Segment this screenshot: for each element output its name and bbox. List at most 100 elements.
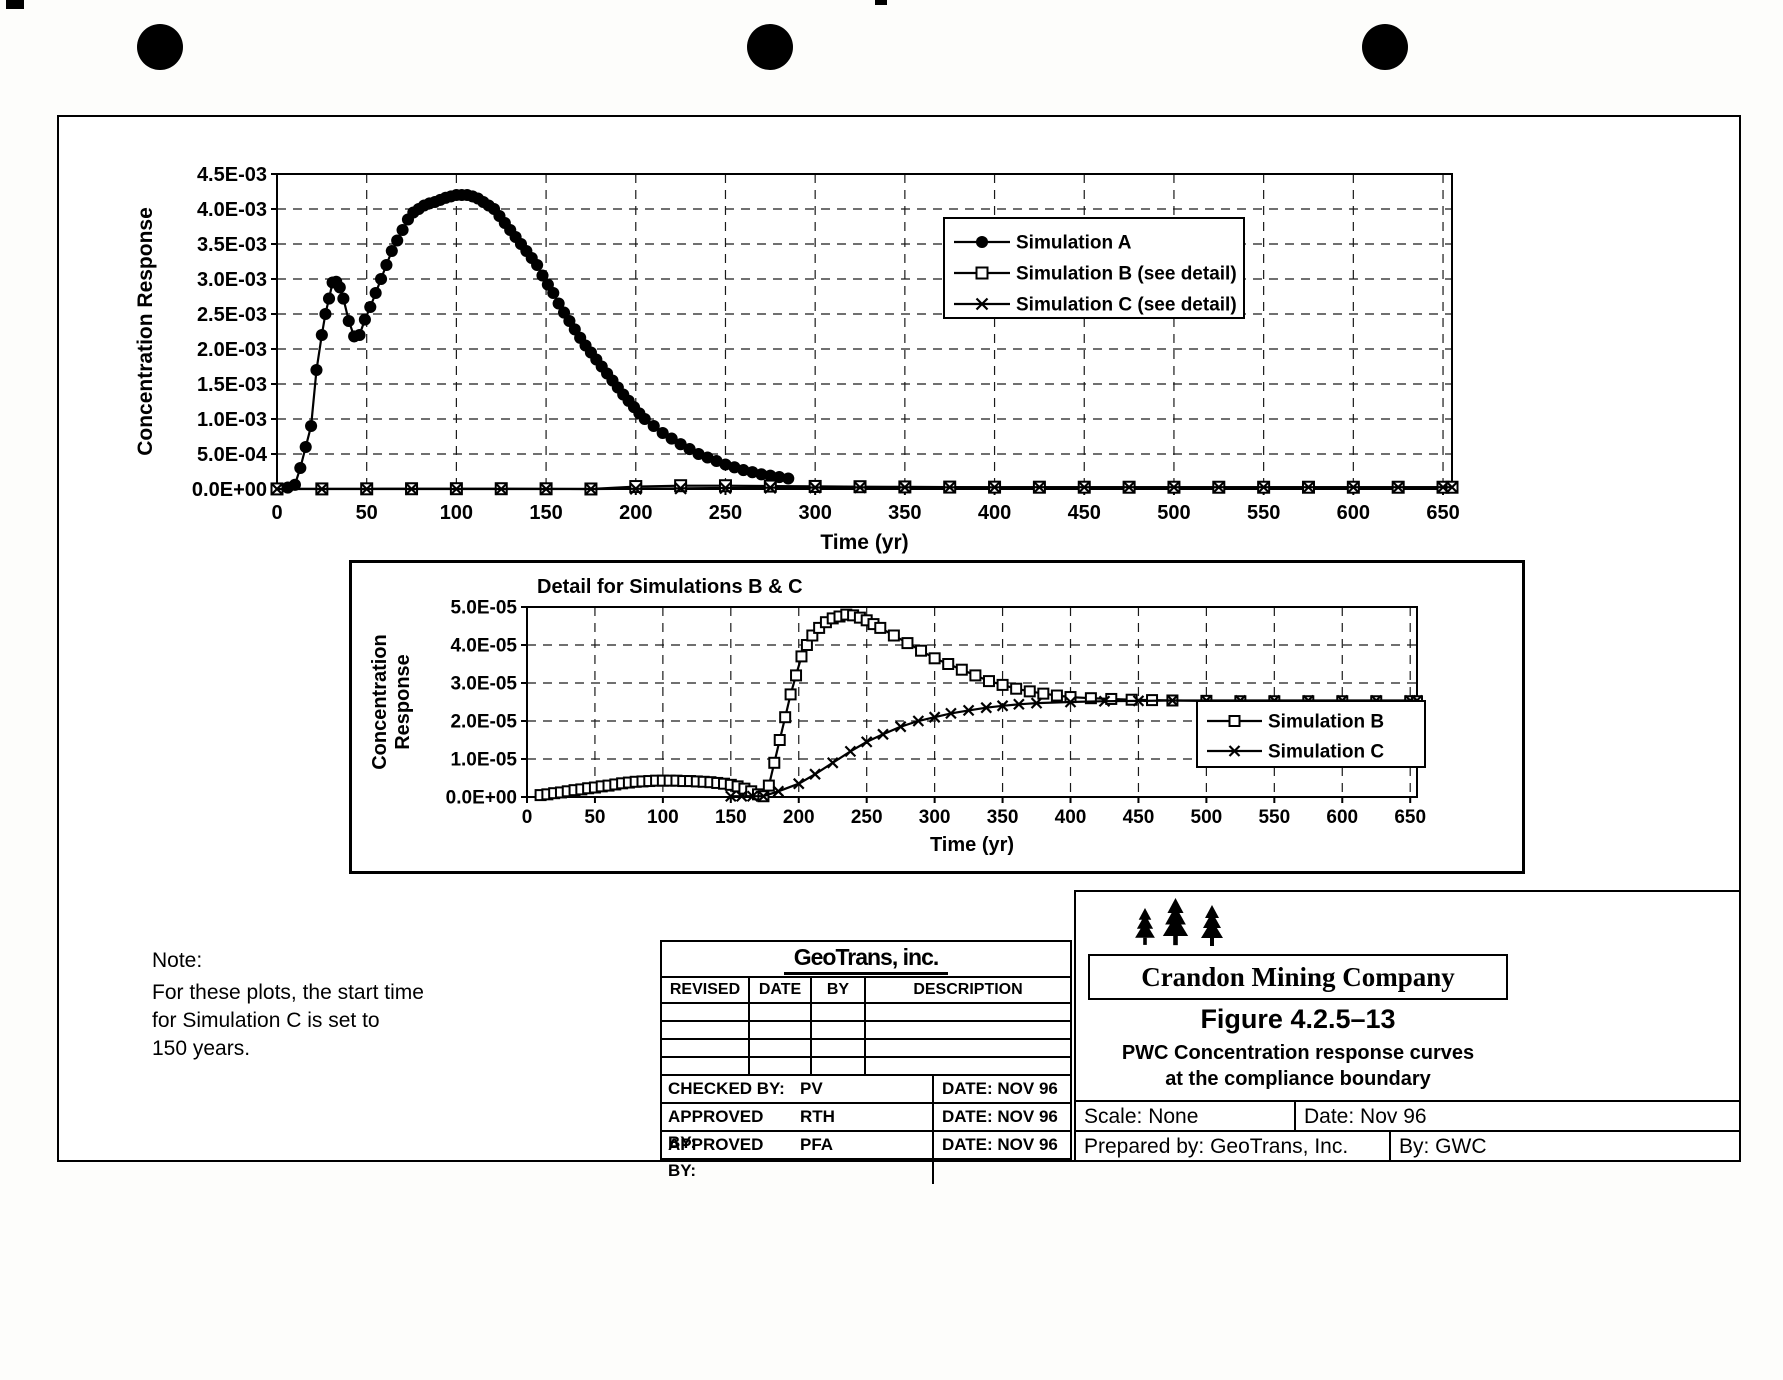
square-marker — [996, 678, 1009, 691]
x-marker — [1132, 695, 1145, 707]
x-marker — [764, 481, 777, 494]
x-marker — [539, 482, 553, 496]
x-tick-label: 650 — [1394, 807, 1426, 828]
x-marker — [877, 728, 889, 741]
hole-punch — [1362, 24, 1408, 70]
signoff-value: PFA — [794, 1132, 934, 1184]
x-tick-label: 450 — [1123, 807, 1155, 828]
x-marker — [809, 768, 821, 780]
circle-marker — [369, 286, 382, 300]
y-axis-label: Concentration Response — [134, 207, 157, 456]
square-marker — [1050, 689, 1063, 702]
pine-trees-icon — [1135, 898, 1223, 946]
square-marker — [1228, 715, 1241, 727]
x-marker — [1013, 698, 1025, 711]
rev-col-date: DATE — [750, 978, 812, 1002]
circle-marker — [975, 235, 989, 249]
circle-marker — [665, 432, 678, 445]
signoff-value: PV — [794, 1076, 934, 1102]
circle-marker — [396, 223, 409, 237]
note-line: for Simulation C is set to — [152, 1009, 380, 1032]
circle-marker — [536, 269, 549, 282]
square-marker — [901, 637, 914, 650]
signoff-date: DATE: NOV 96 — [942, 1107, 1058, 1126]
figure-title-line1: PWC Concentration response curves — [1121, 1042, 1475, 1064]
x-tick-label: 100 — [440, 502, 473, 524]
legend-label: Simulation C — [1268, 742, 1384, 763]
square-marker — [762, 779, 775, 792]
circle-marker — [638, 412, 651, 426]
circle-marker — [299, 440, 312, 454]
x-marker — [1167, 480, 1181, 494]
square-marker — [1084, 692, 1097, 705]
circle-marker — [358, 313, 371, 326]
legend-box — [1196, 700, 1426, 768]
company-name-box: Crandon Mining Company — [1088, 954, 1508, 1000]
plot-border — [276, 173, 1453, 490]
square-marker — [779, 711, 792, 724]
geotrans-logo: GeoTrans, inc. — [783, 944, 949, 975]
chart-title: Detail for Simulations B & C — [537, 576, 803, 598]
circle-marker — [385, 244, 398, 258]
y-tick-label: 4.0E-03 — [197, 199, 267, 221]
circle-marker — [353, 328, 366, 342]
square-marker — [887, 629, 900, 642]
legend-box — [943, 217, 1245, 319]
scale-date-row: Scale: None Date: Nov 96 — [1076, 1100, 1739, 1130]
x-marker — [1166, 694, 1179, 707]
x-tick-label: 200 — [783, 807, 815, 828]
signoff-row-approved-2: APPROVED BY: PFA DATE: NOV 96 — [662, 1130, 1070, 1184]
figure-title-line2: at the compliance boundary — [1165, 1068, 1431, 1090]
x-marker — [725, 790, 737, 803]
square-marker — [982, 675, 995, 688]
circle-marker — [315, 328, 328, 342]
x-tick-label: 150 — [715, 807, 747, 828]
circle-marker — [547, 286, 560, 300]
x-tick-label: 350 — [888, 502, 921, 524]
square-marker — [1010, 682, 1023, 695]
square-marker — [928, 652, 941, 665]
signoff-label: APPROVED BY: — [668, 1135, 764, 1180]
x-marker — [1098, 695, 1111, 708]
y-tick-label: 0.0E+00 — [446, 788, 517, 809]
circle-marker — [333, 281, 346, 294]
x-marker — [494, 482, 508, 496]
signoff-row-approved-1: APPROVED BY: RTH DATE: NOV 96 — [662, 1102, 1070, 1156]
rev-col-by: BY — [812, 978, 866, 1002]
x-tick-label: 0 — [271, 502, 282, 524]
square-marker — [1037, 687, 1050, 700]
y-tick-label: 2.0E-03 — [197, 339, 267, 361]
x-tick-label: 550 — [1258, 807, 1290, 828]
y-tick-label: 1.0E-03 — [197, 409, 267, 431]
square-marker — [763, 479, 777, 493]
series-simulation-c-(see-detail) — [277, 486, 1452, 491]
circle-marker — [322, 292, 336, 305]
x-tick-label: 50 — [584, 807, 605, 828]
revision-empty-row — [662, 1020, 1070, 1038]
prepared-label: Prepared by: GeoTrans, Inc. — [1084, 1135, 1349, 1158]
scan-artifact — [875, 0, 887, 5]
square-marker — [942, 658, 955, 670]
x-marker — [860, 736, 873, 748]
detail-chart: 0.0E+00 1.0E-05 2.0E-05 3.0E-05 4.0E-05 5.0E-… — [369, 576, 1426, 856]
x-marker — [757, 790, 770, 803]
x-tick-label: 300 — [919, 807, 951, 828]
circle-marker — [683, 443, 696, 456]
x-marker — [1436, 480, 1450, 494]
circle-marker — [531, 258, 544, 272]
circle-marker — [319, 307, 332, 321]
x-tick-label: 250 — [709, 502, 742, 524]
prepared-by-row: Prepared by: GeoTrans, Inc. By: GWC — [1076, 1130, 1739, 1160]
y-tick-label: 5.0E-04 — [197, 444, 268, 466]
x-tick-label: 450 — [1068, 502, 1101, 524]
x-tick-label: 150 — [529, 502, 562, 524]
circle-marker — [552, 297, 565, 310]
revision-header-row: REVISED DATE BY DESCRIPTION — [662, 976, 1070, 1002]
x-marker — [808, 481, 822, 494]
revision-empty-row — [662, 1056, 1070, 1074]
legend-label: Simulation B (see detail) — [1016, 264, 1237, 285]
circle-marker — [674, 438, 687, 451]
y-tick-label: 3.0E-03 — [197, 269, 267, 291]
x-marker — [1077, 480, 1091, 494]
x-marker — [1228, 745, 1241, 757]
